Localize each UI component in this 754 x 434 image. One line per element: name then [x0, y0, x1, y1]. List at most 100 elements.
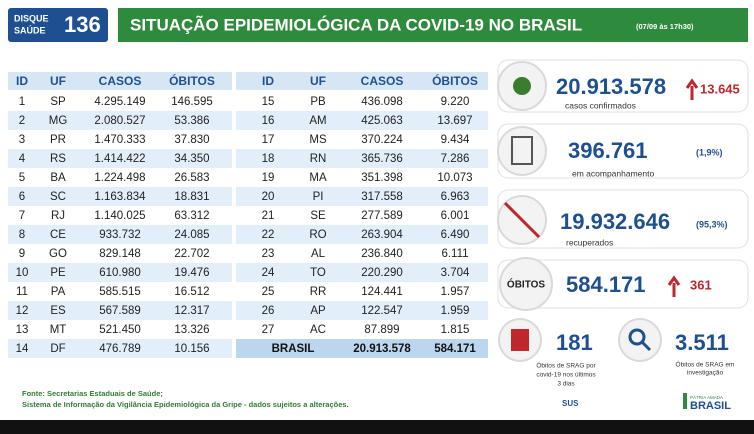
hotline-box: [8, 8, 108, 42]
cell: MS: [309, 134, 327, 146]
cell: 933.732: [99, 229, 141, 241]
icon: [497, 126, 547, 176]
timestamp: (07/09 às 17h30): [636, 22, 694, 31]
recovered-value: 19.932.646: [560, 209, 670, 234]
cell: 317.558: [361, 191, 403, 203]
cell: 365.736: [361, 153, 403, 165]
row-stripe: [236, 111, 488, 130]
cell: SP: [50, 96, 66, 108]
row-stripe: [8, 111, 232, 130]
cell: 53.386: [174, 115, 209, 127]
recovered-share: (95,3%): [696, 219, 728, 229]
cell: 425.063: [361, 115, 403, 127]
cell: 1: [19, 96, 25, 108]
cell: CE: [50, 229, 66, 241]
cell: ES: [50, 305, 66, 317]
total-cell: 20.913.578: [353, 343, 411, 355]
cell: SE: [310, 210, 326, 222]
row-stripe: [8, 225, 232, 244]
confirmed-change: 13.645: [700, 81, 740, 96]
srag-recent-caption: 3 dias: [557, 381, 575, 388]
cell: PB: [310, 96, 326, 108]
row-stripe: [8, 187, 232, 206]
cell: 5: [19, 172, 25, 184]
cell: 37.830: [174, 134, 209, 146]
cell: 34.350: [174, 153, 209, 165]
cell: 9.220: [441, 96, 470, 108]
srag-recent-caption: covid-19 nos últimos: [536, 372, 596, 379]
srag-recent-value: 181: [556, 330, 593, 355]
logo-slogan: PÁTRIA AMADA: [690, 394, 723, 400]
cell: 1.959: [441, 305, 470, 317]
cell: 2: [19, 115, 25, 127]
cell: 436.098: [361, 96, 403, 108]
cell: 4.295.149: [94, 96, 145, 108]
header-row: [8, 72, 232, 90]
cell: PI: [313, 191, 324, 203]
title-bar: [118, 8, 748, 42]
column-header: UF: [310, 74, 326, 88]
card: [497, 259, 749, 309]
cell: 13.697: [437, 115, 472, 127]
cell: 22.702: [174, 248, 209, 260]
cell: 19.476: [174, 267, 209, 279]
cell: 277.589: [361, 210, 403, 222]
confirmed-caption: casos confirmados: [565, 100, 636, 110]
column-header: ID: [262, 74, 274, 88]
srag-investigation-caption: Óbitos de SRAG em: [676, 360, 735, 369]
row-stripe: [236, 301, 488, 320]
column-header: CASOS: [361, 74, 404, 88]
cell: PA: [51, 286, 66, 298]
cell: 6.963: [441, 191, 470, 203]
icon-virus: [513, 77, 531, 95]
icon-magnifier-handle: [640, 340, 652, 352]
up-arrow: [667, 275, 681, 297]
cell: 24.085: [174, 229, 209, 241]
cell: 6.111: [441, 248, 468, 260]
cell: RN: [310, 153, 327, 165]
row-stripe: [236, 149, 488, 168]
cell: 17: [262, 134, 275, 146]
cell: 370.224: [361, 134, 403, 146]
total-cell: 584.171: [434, 343, 476, 355]
cell: 26.583: [174, 172, 209, 184]
monitoring-share: (1,9%): [696, 147, 723, 157]
column-header: ÓBITOS: [432, 73, 478, 88]
footer-line: Sistema de Informação da Vigilância Epid…: [22, 400, 349, 409]
deaths-value: 584.171: [566, 272, 646, 297]
cell: 13: [16, 324, 29, 336]
cell: BA: [50, 172, 66, 184]
cell: AM: [309, 115, 326, 127]
cell: 124.441: [361, 286, 403, 298]
cell: AL: [311, 248, 326, 260]
srag-investigation-value: 3.511: [675, 330, 729, 355]
cell: TO: [310, 267, 326, 279]
cell: 9.434: [441, 134, 470, 146]
row-stripe: [8, 263, 232, 282]
cell: 146.595: [171, 96, 213, 108]
cell: 829.148: [99, 248, 141, 260]
total-row: [236, 339, 488, 358]
cell: 1.957: [441, 286, 470, 298]
cell: RS: [50, 153, 66, 165]
title: SITUAÇÃO EPIDEMIOLÓGICA DA COVID-19 NO B…: [130, 14, 582, 34]
cell: 14: [16, 343, 29, 355]
cell: 476.789: [99, 343, 141, 355]
cell: 22: [262, 229, 275, 241]
cell: MG: [49, 115, 68, 127]
column-header: CASOS: [99, 74, 142, 88]
row-stripe: [8, 339, 232, 358]
row-stripe: [236, 263, 488, 282]
cell: 63.312: [174, 210, 209, 222]
cell: AP: [310, 305, 326, 317]
cell: 521.450: [99, 324, 141, 336]
icon: [499, 257, 553, 311]
cell: 16: [262, 115, 275, 127]
cell: 1.140.025: [94, 210, 145, 222]
logo-sus: SUS: [562, 399, 579, 408]
cell: 4: [19, 153, 26, 165]
confirmed-value: 20.913.578: [556, 74, 666, 99]
cell: 10: [16, 267, 29, 279]
cell: MA: [309, 172, 327, 184]
